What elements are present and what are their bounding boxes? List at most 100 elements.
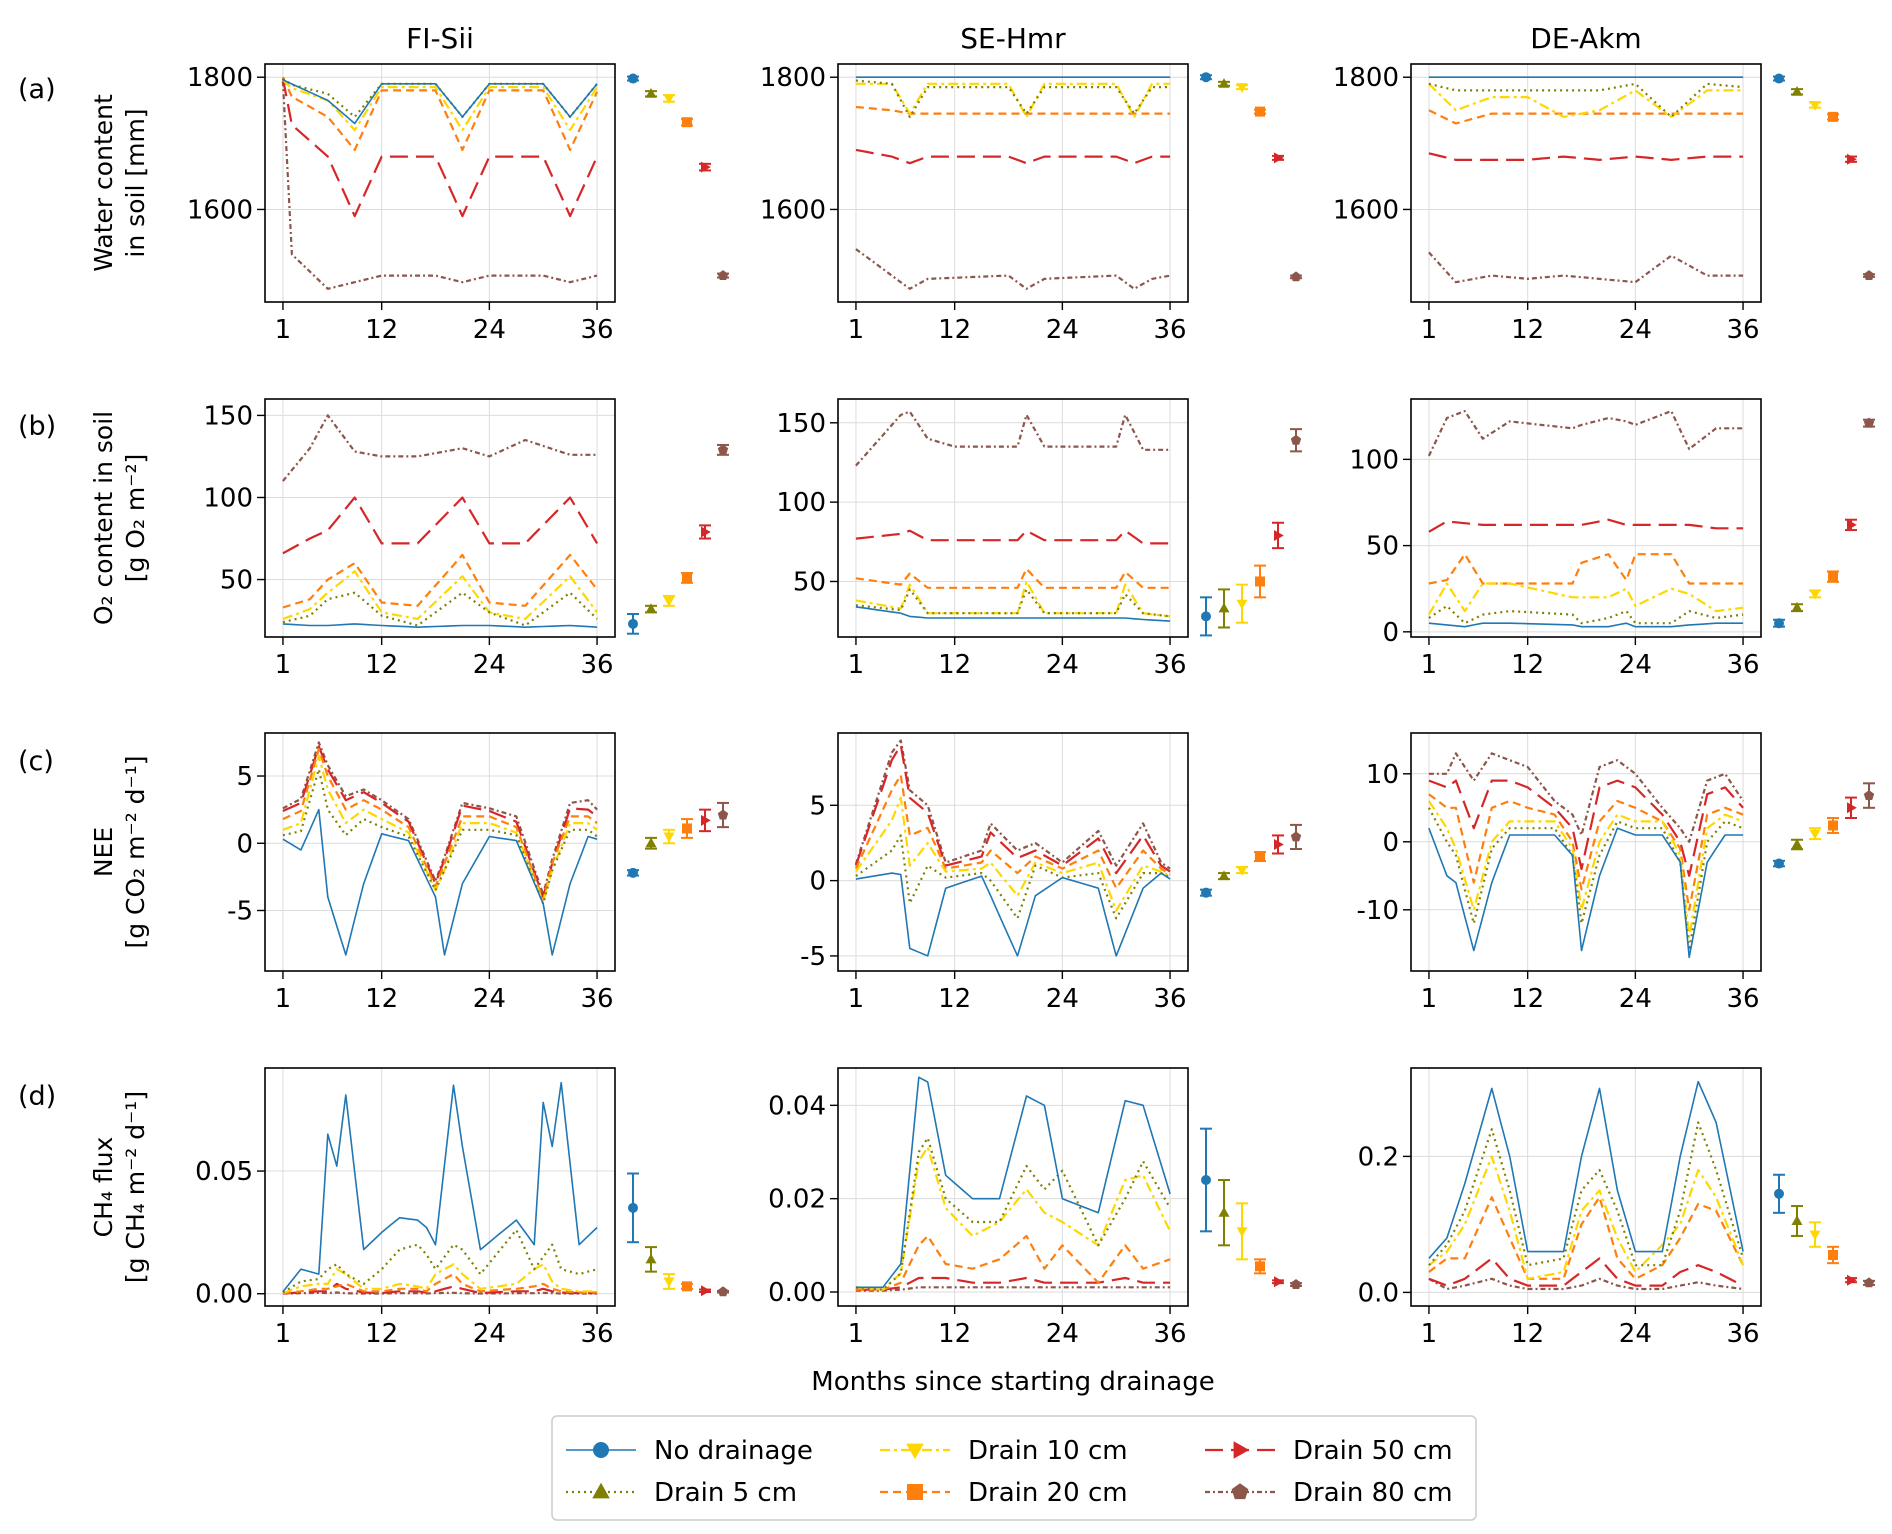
summary-marker xyxy=(1236,599,1248,610)
series-line-2 xyxy=(282,768,598,905)
y-tick-label: 1800 xyxy=(760,63,826,93)
y-tick-label: 1800 xyxy=(187,63,253,93)
summary-marker xyxy=(1828,820,1838,831)
summary-marker xyxy=(1863,417,1875,428)
x-tick-label: 12 xyxy=(1511,984,1544,1014)
legend-label: Drain 50 cm xyxy=(1293,1436,1453,1466)
y-tick-label: 0.05 xyxy=(195,1157,253,1187)
series-line-5 xyxy=(855,1276,1171,1291)
axes-frame xyxy=(1410,1067,1762,1307)
summary-marker xyxy=(682,117,692,128)
column-title-de-akm: DE-Akm xyxy=(1530,22,1641,55)
y-tick-label: 5 xyxy=(236,762,253,792)
series-line-6 xyxy=(855,410,1171,467)
series-line-2 xyxy=(855,79,1171,119)
legend-entry: Drain 50 cm xyxy=(1205,1436,1453,1466)
series-line-1 xyxy=(282,808,598,956)
series-line-4 xyxy=(281,76,599,151)
summary-marker xyxy=(682,572,692,583)
series-line-2 xyxy=(1427,807,1744,952)
series-line-2 xyxy=(1428,82,1744,119)
x-tick-label: 24 xyxy=(1619,650,1652,680)
series-line-5 xyxy=(281,78,599,218)
summary-marker xyxy=(645,837,657,848)
legend-entry: Drain 5 cm xyxy=(566,1478,797,1508)
summary-marker xyxy=(717,270,729,280)
column-title-se-hmr: SE-Hmr xyxy=(960,22,1066,55)
summary-marker xyxy=(645,1253,657,1264)
panel-d-de-akm: 1 12 24 36 0.0 0.2 xyxy=(1358,1067,1875,1349)
y-tick-label: 150 xyxy=(203,401,253,431)
legend-marker xyxy=(907,1484,923,1500)
axes-frame xyxy=(1410,398,1762,638)
x-tick-label: 24 xyxy=(1046,1319,1079,1349)
x-tick-label: 12 xyxy=(1511,315,1544,345)
x-tick-label: 12 xyxy=(365,1319,398,1349)
legend-marker xyxy=(906,1443,924,1460)
series-line-1 xyxy=(1428,827,1744,959)
x-tick-label: 36 xyxy=(1727,315,1760,345)
series-line-6 xyxy=(282,741,598,896)
x-tick-label: 1 xyxy=(848,650,865,680)
summary-marker xyxy=(1255,1261,1265,1272)
summary-marker xyxy=(1274,1276,1284,1288)
axes-frame xyxy=(264,732,616,972)
series-line-2 xyxy=(282,591,598,627)
summary-marker xyxy=(1791,86,1803,96)
axes-frame xyxy=(1410,732,1762,972)
summary-marker xyxy=(1847,1274,1857,1286)
series-line-3 xyxy=(282,79,599,132)
summary-marker xyxy=(1236,866,1248,876)
x-tick-label: 1 xyxy=(1421,315,1438,345)
x-tick-label: 36 xyxy=(581,1319,614,1349)
summary-marker xyxy=(1791,1215,1803,1225)
series-line-3 xyxy=(855,82,1171,119)
summary-marker xyxy=(663,94,675,105)
summary-marker xyxy=(1847,519,1857,531)
x-tick-label: 1 xyxy=(275,984,292,1014)
summary-marker xyxy=(1809,589,1821,600)
panel-a-se-hmr: 1 12 24 36 1600 1800 xyxy=(760,63,1302,345)
series-line-5 xyxy=(1428,1257,1744,1287)
summary-marker xyxy=(1774,858,1784,869)
series-line-6 xyxy=(855,248,1171,290)
summary-marker xyxy=(1774,73,1784,84)
x-tick-label: 36 xyxy=(581,315,614,345)
panel-b-fi-sii: 1 12 24 36 50 100 150 O₂ content in soil [g O₂ m… xyxy=(89,398,729,680)
series-line-4 xyxy=(1428,553,1744,585)
series-line-1 xyxy=(855,606,1171,622)
summary-marker xyxy=(682,823,692,834)
series-line-1 xyxy=(1428,622,1744,628)
summary-marker xyxy=(1201,1175,1211,1185)
summary-marker xyxy=(1236,1227,1248,1238)
summary-marker xyxy=(1201,887,1211,898)
y-tick-label: 1600 xyxy=(1333,195,1399,225)
series-line-2 xyxy=(855,1136,1172,1291)
series-line-6 xyxy=(1428,752,1745,843)
series-line-6 xyxy=(854,739,1171,870)
y-tick-label: 5 xyxy=(809,791,826,821)
series-line-4 xyxy=(1428,1196,1745,1280)
panel-c-se-hmr: 1 12 24 36 -5 0 5 xyxy=(800,732,1302,1014)
series-line-2 xyxy=(1428,604,1744,625)
legend-marker xyxy=(1233,1441,1250,1459)
summary-marker xyxy=(1847,153,1857,165)
axes-frame xyxy=(1410,63,1762,303)
series-line-5 xyxy=(282,496,599,555)
y-tick-label: 1800 xyxy=(1333,63,1399,93)
series-line-3 xyxy=(282,1263,598,1295)
y-tick-label: 0.00 xyxy=(195,1280,253,1310)
y-tick-label: 1600 xyxy=(187,195,253,225)
legend: No drainage Drain 5 cm Drain 10 cm Drain 20… xyxy=(551,1415,1477,1521)
legend-label: Drain 10 cm xyxy=(968,1436,1128,1466)
row-label-c: (c) xyxy=(18,746,54,777)
summary-marker xyxy=(717,809,729,820)
series-line-2 xyxy=(282,1228,598,1294)
series-line-6 xyxy=(281,81,598,290)
x-tick-label: 36 xyxy=(1727,650,1760,680)
series-line-4 xyxy=(854,774,1171,890)
axes-frame xyxy=(837,63,1189,303)
series-line-6 xyxy=(282,414,598,482)
row-label-d: (d) xyxy=(18,1081,56,1112)
summary-marker xyxy=(1274,530,1284,541)
